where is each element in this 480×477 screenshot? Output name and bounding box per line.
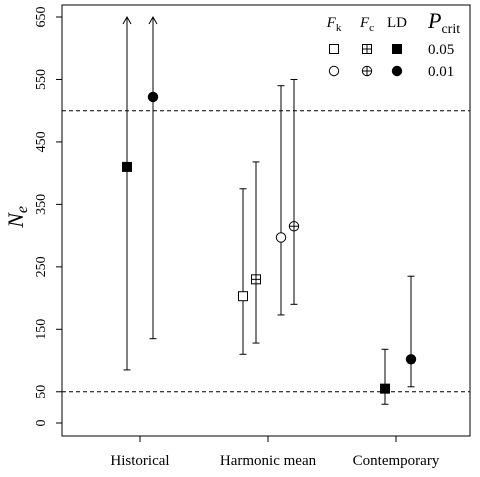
y-tick-label: 50 bbox=[34, 385, 49, 399]
data-point-group bbox=[147, 15, 159, 340]
data-point-group bbox=[288, 78, 300, 305]
legend-marker bbox=[362, 44, 372, 54]
marker-square bbox=[238, 291, 248, 302]
y-tick-label: 450 bbox=[34, 131, 49, 152]
legend-method-header-main: LD bbox=[387, 15, 407, 31]
legend-method-header: Fk bbox=[326, 15, 342, 34]
y-tick-label: 650 bbox=[34, 7, 49, 28]
marker-square bbox=[122, 161, 132, 172]
y-axis-title: Ne bbox=[3, 206, 31, 229]
legend-method-header-subscript: c bbox=[369, 22, 374, 34]
data-point-marker bbox=[288, 221, 300, 232]
y-axis-title-subscript: e bbox=[14, 206, 31, 213]
data-point-marker bbox=[275, 232, 287, 243]
data-point-group bbox=[275, 85, 287, 316]
data-point-marker bbox=[122, 161, 132, 172]
x-category-label: Contemporary bbox=[353, 453, 440, 469]
data-point-marker bbox=[251, 274, 261, 285]
error-arrow-upper bbox=[148, 15, 158, 25]
marker-circle bbox=[275, 232, 287, 243]
data-point-group bbox=[380, 348, 390, 405]
data-point-marker bbox=[238, 291, 248, 302]
y-tick-label: 550 bbox=[34, 69, 49, 90]
data-point-marker bbox=[405, 354, 417, 365]
legend-method-header-subscript: k bbox=[336, 22, 342, 34]
legend-method-header-main: F bbox=[326, 15, 337, 31]
data-point-group bbox=[238, 188, 248, 355]
marker-square bbox=[392, 44, 402, 54]
legend-pcrit-value: 0.05 bbox=[428, 42, 454, 58]
legend-marker bbox=[392, 44, 402, 54]
legend-method-header-main: F bbox=[359, 15, 370, 31]
x-category-label: Historical bbox=[110, 453, 169, 469]
marker-circle bbox=[328, 65, 340, 77]
legend-pcrit-header-subscript: crit bbox=[441, 22, 460, 37]
data-point-group bbox=[405, 275, 417, 388]
legend-marker bbox=[329, 44, 339, 54]
data-point-marker bbox=[380, 383, 390, 394]
x-category-label: Harmonic mean bbox=[220, 453, 317, 469]
y-axis-title-main: N bbox=[3, 212, 28, 229]
data-point-marker bbox=[147, 91, 159, 103]
data-point-group bbox=[251, 161, 261, 344]
legend-marker bbox=[361, 65, 373, 77]
legend-method-header: Fc bbox=[359, 15, 374, 34]
plot-frame bbox=[61, 4, 471, 437]
y-tick-label: 0 bbox=[34, 420, 49, 427]
marker-square bbox=[329, 44, 339, 54]
marker-square bbox=[380, 383, 390, 394]
legend-pcrit-header: Pcrit bbox=[427, 8, 460, 37]
legend-method-header: LD bbox=[387, 15, 407, 31]
data-point-group bbox=[122, 15, 132, 371]
marker-circle bbox=[147, 91, 159, 103]
y-tick-label: 250 bbox=[34, 256, 49, 277]
legend-marker bbox=[391, 65, 403, 77]
error-arrow-upper bbox=[122, 15, 132, 25]
marker-circle bbox=[391, 65, 403, 77]
legend-pcrit-header-main: P bbox=[427, 8, 441, 33]
y-tick-label: 350 bbox=[34, 194, 49, 215]
legend-marker bbox=[328, 65, 340, 77]
legend-pcrit-value: 0.01 bbox=[428, 64, 454, 80]
marker-circle bbox=[405, 354, 417, 365]
y-tick-label: 150 bbox=[34, 319, 49, 340]
